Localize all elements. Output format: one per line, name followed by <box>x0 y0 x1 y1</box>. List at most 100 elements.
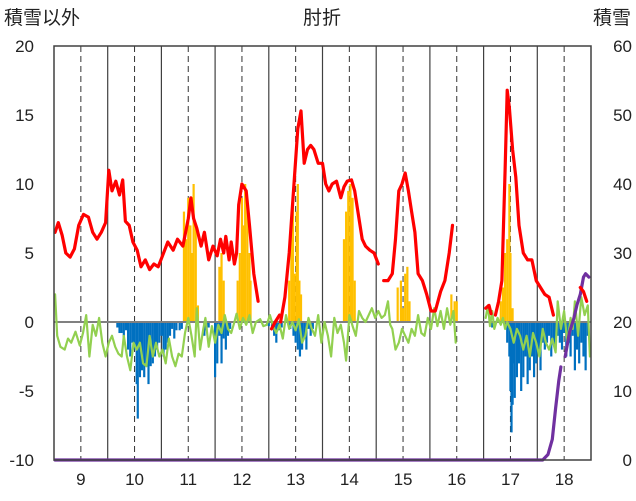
x-tick-label: 12 <box>232 470 251 489</box>
left-tick-label: 5 <box>25 244 34 263</box>
bar <box>162 322 165 357</box>
bar <box>216 322 219 364</box>
right-tick-label: 60 <box>613 37 632 56</box>
bar <box>584 322 587 371</box>
x-tick-label: 15 <box>394 470 413 489</box>
bar <box>124 322 128 331</box>
x-tick-label: 13 <box>286 470 305 489</box>
bar <box>160 322 163 336</box>
bar <box>296 184 299 322</box>
bar <box>182 211 186 322</box>
bar <box>298 322 302 357</box>
series-line <box>53 365 563 462</box>
right-tick-label: 40 <box>613 175 632 194</box>
bar <box>171 322 174 329</box>
x-tick-label: 14 <box>340 470 359 489</box>
bar <box>240 197 244 322</box>
bar <box>290 232 293 322</box>
bar <box>218 266 221 322</box>
left-tick-label: -10 <box>9 451 34 470</box>
bar <box>499 301 502 322</box>
bar <box>563 322 566 334</box>
bar <box>220 253 223 322</box>
bar <box>220 322 223 364</box>
bar <box>280 322 283 328</box>
bar <box>238 253 241 322</box>
left-axis-label: 積雪以外 <box>4 7 80 29</box>
right-tick-label: 30 <box>613 244 632 263</box>
right-axis-label: 積雪 <box>593 7 631 29</box>
bar <box>222 322 225 339</box>
right-tick-label: 0 <box>623 451 632 470</box>
left-tick-label: 0 <box>25 313 34 332</box>
bar <box>580 322 583 343</box>
bar <box>406 266 409 322</box>
bar <box>292 322 295 336</box>
right-tick-label: 10 <box>613 382 632 401</box>
bar <box>129 322 132 357</box>
bar <box>509 253 512 322</box>
bar <box>229 322 232 329</box>
right-tick-label: 20 <box>613 313 632 332</box>
bar <box>236 280 239 322</box>
bar <box>267 322 270 327</box>
x-tick-label: 9 <box>76 470 85 489</box>
bar <box>166 322 169 343</box>
bar <box>294 322 297 343</box>
series-line <box>269 313 282 331</box>
series-line <box>53 168 260 303</box>
bar <box>455 301 458 322</box>
x-tick-label: 16 <box>447 470 466 489</box>
bar <box>249 280 252 322</box>
bar <box>143 322 146 378</box>
bar <box>133 322 136 350</box>
series-line <box>382 171 455 313</box>
bar <box>298 280 301 322</box>
bar <box>187 197 190 322</box>
bar <box>558 322 561 343</box>
bar <box>136 322 139 419</box>
bar <box>120 322 123 334</box>
bar <box>173 322 176 339</box>
series-line <box>578 285 589 303</box>
bar <box>153 322 157 357</box>
bar <box>408 301 411 322</box>
bar <box>288 280 291 322</box>
series-line <box>484 303 493 316</box>
left-tick-label: 10 <box>15 175 34 194</box>
plot-frame <box>53 45 592 461</box>
bar <box>515 322 518 378</box>
bar <box>242 225 245 322</box>
bar <box>520 322 523 391</box>
bar <box>569 322 572 357</box>
bar-series <box>116 184 589 433</box>
bar <box>244 184 247 322</box>
bar <box>156 322 159 350</box>
bar <box>178 322 181 331</box>
bar <box>140 322 144 371</box>
bar <box>578 322 581 364</box>
right-tick-label: 50 <box>613 106 632 125</box>
left-tick-label: 15 <box>15 106 34 125</box>
series-line <box>279 109 380 324</box>
bar <box>501 287 505 322</box>
x-tick-label: 18 <box>555 470 574 489</box>
bar <box>151 322 154 364</box>
bar <box>299 294 303 322</box>
bar <box>506 322 509 343</box>
bar <box>513 322 516 398</box>
series-line <box>493 88 555 317</box>
bar <box>532 322 536 378</box>
bar <box>190 253 194 322</box>
bar <box>342 239 346 322</box>
bar <box>192 184 195 322</box>
bar <box>303 322 306 339</box>
bar <box>506 239 509 322</box>
bar <box>528 322 531 371</box>
series-line <box>484 296 591 358</box>
bar <box>573 322 576 371</box>
bar <box>222 280 225 322</box>
bar <box>168 322 172 336</box>
